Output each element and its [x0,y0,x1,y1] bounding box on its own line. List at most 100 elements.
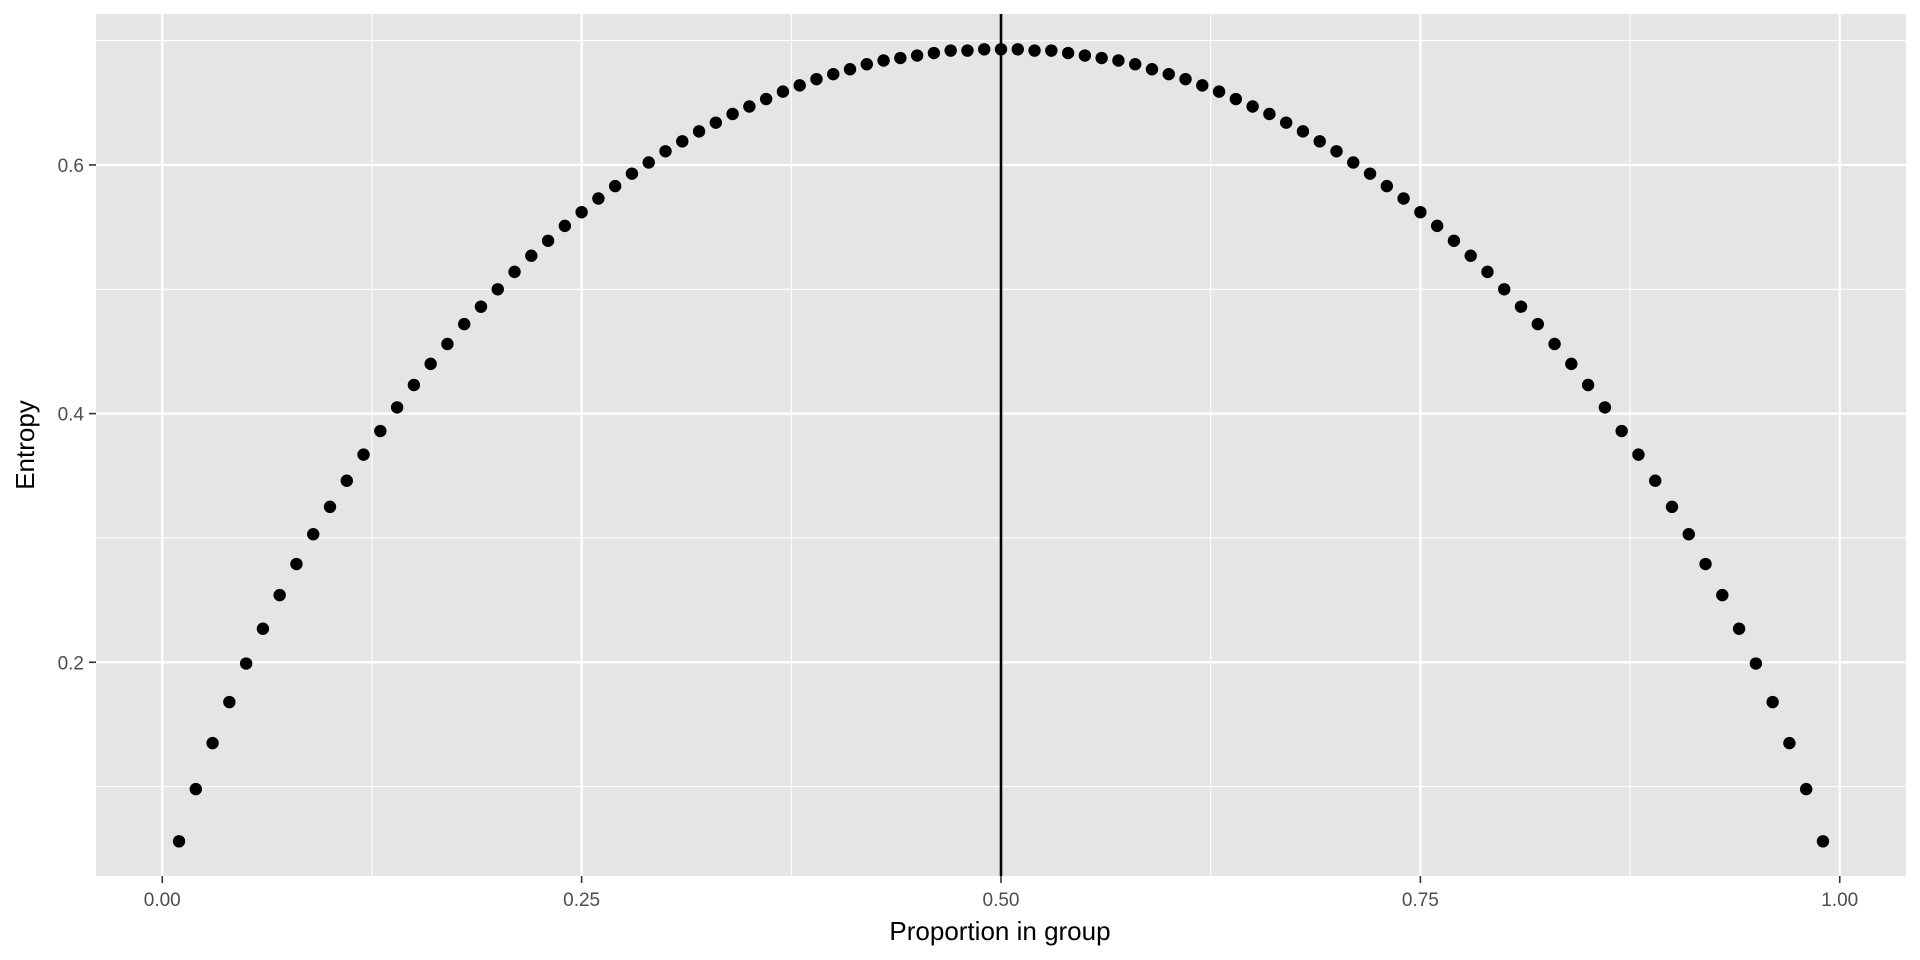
data-point [860,58,874,71]
data-point [256,622,270,635]
data-point [1766,695,1779,709]
data-point [407,378,421,392]
data-point [1380,179,1394,193]
data-point [692,125,706,138]
data-point [189,782,203,796]
data-point [608,179,622,193]
data-point [1045,44,1058,57]
data-point [1430,219,1444,233]
data-point [776,85,790,98]
x-tick-label: 0.75 [1402,890,1439,911]
data-point [1565,357,1578,371]
data-point [810,72,823,86]
data-point [541,234,555,247]
data-point [877,54,890,67]
data-point [1061,46,1075,60]
data-point [1699,557,1712,571]
data-point [1749,657,1763,670]
data-point [474,300,488,313]
data-point [340,474,353,487]
data-point [357,448,370,461]
data-point [743,100,756,113]
data-point [1128,58,1142,71]
data-point [1581,378,1595,392]
data-point [458,317,471,331]
data-point [525,249,538,262]
data-point [709,116,723,129]
y-axis-title: Entropy [10,400,40,490]
data-point [1414,205,1427,219]
y-tick-label: 0.4 [58,405,85,426]
data-point [1196,79,1209,92]
data-point [1598,401,1612,414]
x-tick-label: 0.50 [983,890,1020,911]
data-point [491,283,504,296]
data-point [390,401,404,414]
data-point [1145,63,1159,76]
data-point [894,51,907,65]
data-point [239,657,253,670]
data-point [759,92,773,106]
data-point [558,219,572,233]
data-point [223,695,236,709]
data-point [1514,300,1528,313]
data-point [323,500,337,514]
data-point [1481,265,1494,279]
data-point [1011,43,1024,56]
data-point [726,107,739,121]
y-axis: 0.2 0.4 0.6 [58,156,96,674]
x-axis-title: Proportion in group [889,916,1110,946]
data-point [1078,49,1092,62]
x-tick-label: 0.25 [563,890,600,911]
data-point [1212,85,1226,98]
data-point [307,528,320,541]
data-point [172,835,186,848]
data-point [575,205,588,219]
data-point [1531,317,1544,331]
data-point [676,135,689,148]
data-point [625,167,639,180]
data-point [927,46,941,60]
data-point [910,49,924,62]
data-point [1632,448,1645,461]
y-tick-label: 0.2 [58,653,84,674]
x-axis: 0.00 0.25 0.50 0.75 1.00 [144,876,1858,911]
data-point [659,145,672,158]
data-point [1229,92,1243,106]
data-point [1665,500,1679,514]
data-point [1816,835,1830,848]
data-point [206,736,219,750]
data-point [1548,337,1561,351]
data-point [1682,528,1695,541]
data-point [1615,424,1628,438]
data-point [1447,234,1461,247]
data-point [1783,736,1796,750]
data-point [1028,44,1041,57]
data-point [290,557,303,571]
data-point [508,265,521,279]
data-point [642,156,655,169]
data-point [1279,116,1293,129]
data-point [994,43,1008,56]
x-tick-label: 1.00 [1821,890,1858,911]
data-point [592,192,605,205]
y-tick-label: 0.6 [58,156,84,177]
data-point [1363,167,1377,180]
data-point [1649,474,1662,487]
x-tick-label: 0.00 [144,890,181,911]
data-point [1095,51,1108,65]
data-point [1799,782,1813,796]
data-point [1464,249,1477,262]
data-point [1112,54,1125,67]
data-point [978,43,991,56]
data-point [1179,72,1192,86]
data-point [1347,156,1360,169]
data-point [961,44,974,57]
data-point [1313,135,1326,148]
data-point [1732,622,1746,635]
data-point [1246,100,1259,113]
data-point [1330,145,1343,158]
data-point [441,337,454,351]
